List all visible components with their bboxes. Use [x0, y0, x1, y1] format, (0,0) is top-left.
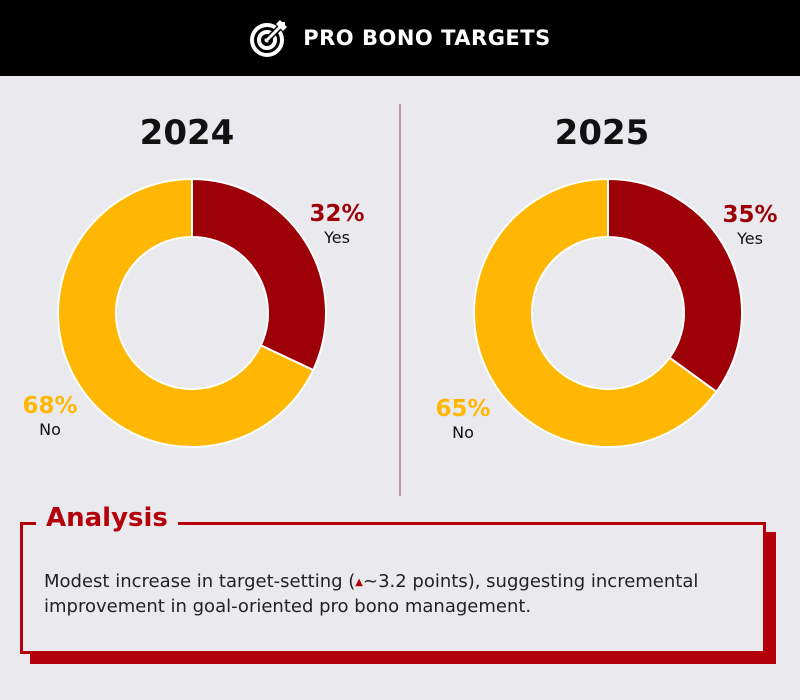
chart-title-2025: 2025 — [555, 113, 650, 153]
slice-label-yes-2024: 32% — [309, 201, 364, 227]
donut-slice-no-2024 — [57, 177, 315, 448]
analysis-text-after: ~3.2 points), suggesting incremental imp… — [44, 571, 699, 617]
analysis-box — [20, 522, 766, 654]
donut-charts: 2024 32% Yes 68% No 2025 35% Yes 65% No — [22, 113, 778, 448]
category-label-no-2025: No — [452, 423, 474, 442]
donut-slice-yes-2025 — [607, 177, 743, 394]
category-label-yes-2024: Yes — [323, 228, 350, 247]
slice-label-yes-2025: 35% — [722, 202, 777, 228]
donut-chart-2025: 2025 35% Yes 65% No — [435, 113, 778, 448]
slice-label-no-2025: 65% — [435, 396, 490, 422]
up-arrow-icon: ▲ — [355, 577, 363, 588]
donut-hole-2025 — [533, 238, 683, 388]
analysis-title: Analysis — [36, 503, 178, 533]
slice-label-no-2024: 68% — [22, 393, 77, 419]
chart-divider — [399, 104, 401, 496]
donut-hole-2024 — [117, 238, 267, 388]
donut-chart-2024: 2024 32% Yes 68% No — [22, 113, 365, 448]
page-title: PRO BONO TARGETS — [303, 26, 551, 50]
category-label-yes-2025: Yes — [736, 229, 763, 248]
header-bar: PRO BONO TARGETS — [0, 0, 800, 76]
donut-slice-no-2025 — [473, 177, 718, 448]
chart-title-2024: 2024 — [140, 113, 235, 153]
donut-slice-yes-2024 — [191, 177, 327, 372]
category-label-no-2024: No — [39, 420, 61, 439]
target-arrow-icon — [250, 20, 288, 57]
analysis-text-before: Modest increase in target-setting ( — [44, 571, 356, 592]
analysis-text: Modest increase in target-setting (▲~3.2… — [44, 570, 744, 619]
